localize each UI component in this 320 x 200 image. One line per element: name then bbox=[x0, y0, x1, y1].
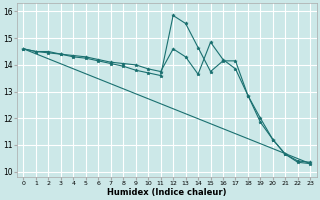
X-axis label: Humidex (Indice chaleur): Humidex (Indice chaleur) bbox=[107, 188, 227, 197]
